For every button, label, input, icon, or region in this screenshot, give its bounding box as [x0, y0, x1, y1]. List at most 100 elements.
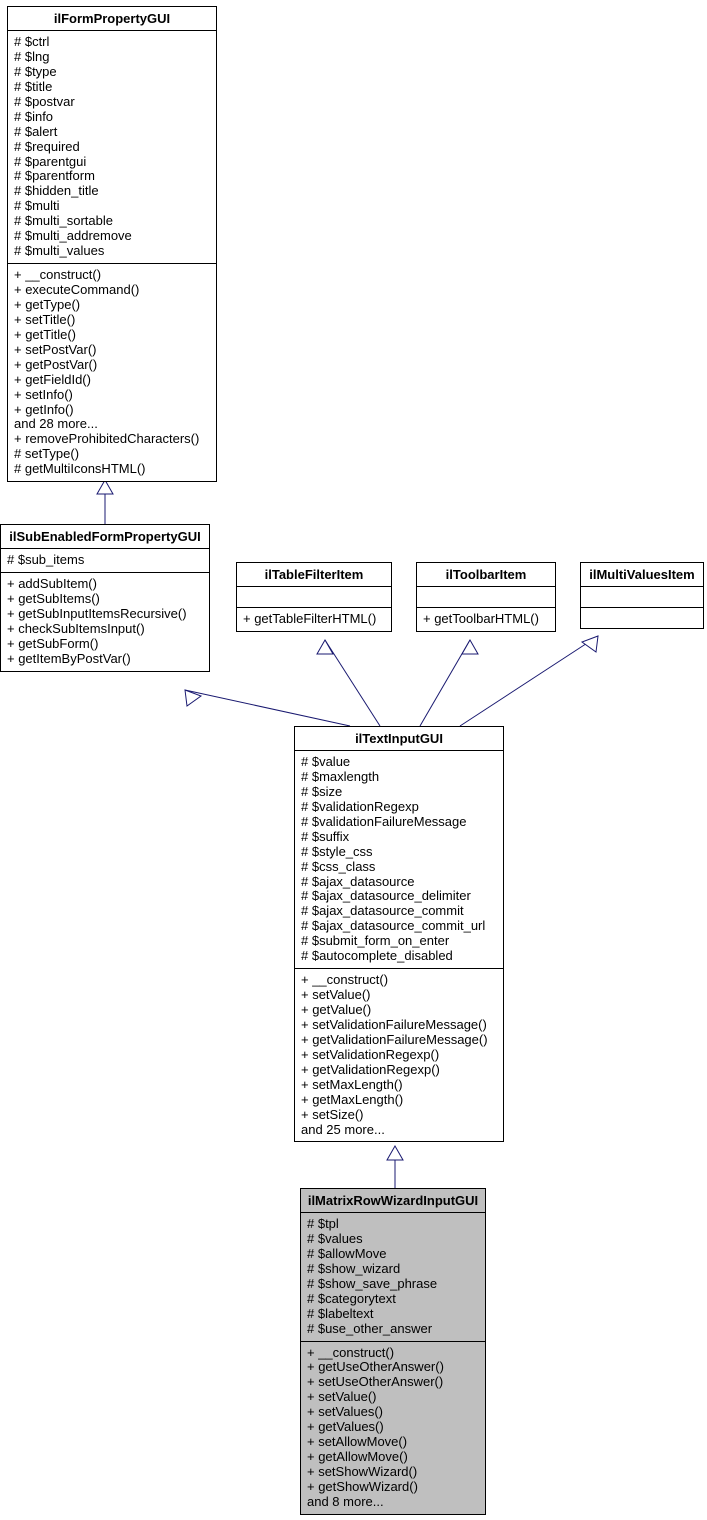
uml-member: # $parentform — [14, 169, 210, 184]
uml-member: # $multi_values — [14, 244, 210, 259]
uml-member: + setValues() — [307, 1405, 479, 1420]
uml-member: # $ajax_datasource — [301, 875, 497, 890]
uml-member: and 8 more... — [307, 1495, 479, 1510]
uml-member: # $ctrl — [14, 35, 210, 50]
uml-member: + setValidationRegexp() — [301, 1048, 497, 1063]
uml-member: + getShowWizard() — [307, 1480, 479, 1495]
uml-member: + getFieldId() — [14, 373, 210, 388]
uml-member: + setShowWizard() — [307, 1465, 479, 1480]
uml-member: # $title — [14, 80, 210, 95]
uml-class-title: ilMatrixRowWizardInputGUI — [301, 1189, 485, 1213]
inheritance-edge — [460, 636, 598, 726]
uml-member: + executeCommand() — [14, 283, 210, 298]
uml-member: + getSubForm() — [7, 637, 203, 652]
uml-member: + __construct() — [14, 268, 210, 283]
uml-class-ilMultiValuesItem: ilMultiValuesItem — [580, 562, 704, 629]
uml-member: # $categorytext — [307, 1292, 479, 1307]
inheritance-edge — [185, 690, 350, 726]
uml-member: + getUseOtherAnswer() — [307, 1360, 479, 1375]
uml-member: # $ajax_datasource_commit — [301, 904, 497, 919]
uml-member: # $multi_sortable — [14, 214, 210, 229]
uml-class-ilToolbarItem: ilToolbarItem+ getToolbarHTML() — [416, 562, 556, 632]
uml-member: + getInfo() — [14, 403, 210, 418]
uml-member: # $show_wizard — [307, 1262, 479, 1277]
uml-member: # $show_save_phrase — [307, 1277, 479, 1292]
uml-class-title: ilTextInputGUI — [295, 727, 503, 751]
uml-member: + setValue() — [307, 1390, 479, 1405]
uml-member: # $labeltext — [307, 1307, 479, 1322]
uml-member: # $lng — [14, 50, 210, 65]
uml-member: + setUseOtherAnswer() — [307, 1375, 479, 1390]
uml-member: # $sub_items — [7, 553, 203, 568]
inheritance-edge — [325, 640, 380, 726]
uml-member: + getMaxLength() — [301, 1093, 497, 1108]
uml-member: # $multi — [14, 199, 210, 214]
uml-member: + setMaxLength() — [301, 1078, 497, 1093]
uml-member: # $ajax_datasource_delimiter — [301, 889, 497, 904]
uml-member: # $info — [14, 110, 210, 125]
uml-member: + setSize() — [301, 1108, 497, 1123]
uml-member: + getTableFilterHTML() — [243, 612, 385, 627]
uml-member: # $value — [301, 755, 497, 770]
uml-class-title: ilMultiValuesItem — [581, 563, 703, 587]
uml-class-title: ilSubEnabledFormPropertyGUI — [1, 525, 209, 549]
uml-member: # $parentgui — [14, 155, 210, 170]
uml-member: # $alert — [14, 125, 210, 140]
uml-member: + getSubItems() — [7, 592, 203, 607]
uml-class-title: ilFormPropertyGUI — [8, 7, 216, 31]
uml-class-ilFormPropertyGUI: ilFormPropertyGUI# $ctrl# $lng# $type# $… — [7, 6, 217, 482]
uml-member: + getPostVar() — [14, 358, 210, 373]
uml-member: + getValue() — [301, 1003, 497, 1018]
uml-member: # $ajax_datasource_commit_url — [301, 919, 497, 934]
uml-member: # $maxlength — [301, 770, 497, 785]
uml-member: # $css_class — [301, 860, 497, 875]
uml-member: + setTitle() — [14, 313, 210, 328]
uml-class-title: ilTableFilterItem — [237, 563, 391, 587]
uml-member: and 28 more... — [14, 417, 210, 432]
uml-member: # $size — [301, 785, 497, 800]
uml-member: # $validationFailureMessage — [301, 815, 497, 830]
uml-member: + setPostVar() — [14, 343, 210, 358]
uml-diagram: ilFormPropertyGUI# $ctrl# $lng# $type# $… — [0, 0, 707, 1520]
uml-class-ilTextInputGUI: ilTextInputGUI # $value# $maxlength# $siz… — [294, 726, 504, 1142]
uml-member: # $hidden_title — [14, 184, 210, 199]
uml-member: + checkSubItemsInput() — [7, 622, 203, 637]
uml-member: + getType() — [14, 298, 210, 313]
uml-member: + getValues() — [307, 1420, 479, 1435]
uml-class-ilMatrixRowWizardInputGUI: ilMatrixRowWizardInputGUI # $tpl# $values… — [300, 1188, 486, 1515]
uml-member: + getValidationRegexp() — [301, 1063, 497, 1078]
uml-member: # setType() — [14, 447, 210, 462]
uml-member: + addSubItem() — [7, 577, 203, 592]
uml-member: + __construct() — [301, 973, 497, 988]
uml-member: # $validationRegexp — [301, 800, 497, 815]
inheritance-edge — [420, 640, 470, 726]
uml-member: # $required — [14, 140, 210, 155]
uml-member: + __construct() — [307, 1346, 479, 1361]
uml-member: # $type — [14, 65, 210, 80]
uml-member: # $postvar — [14, 95, 210, 110]
uml-member: + setValidationFailureMessage() — [301, 1018, 497, 1033]
uml-member: # $style_css — [301, 845, 497, 860]
uml-member: + getToolbarHTML() — [423, 612, 549, 627]
uml-member: # $submit_form_on_enter — [301, 934, 497, 949]
uml-member: + getTitle() — [14, 328, 210, 343]
uml-member: + getValidationFailureMessage() — [301, 1033, 497, 1048]
uml-member: # $values — [307, 1232, 479, 1247]
uml-member: and 25 more... — [301, 1123, 497, 1138]
uml-member: # $use_other_answer — [307, 1322, 479, 1337]
uml-member: + setValue() — [301, 988, 497, 1003]
uml-member: # $allowMove — [307, 1247, 479, 1262]
uml-class-ilTableFilterItem: ilTableFilterItem + getTableFilterHTML() — [236, 562, 392, 632]
uml-member: + removeProhibitedCharacters() — [14, 432, 210, 447]
uml-member: + setAllowMove() — [307, 1435, 479, 1450]
uml-member: + getAllowMove() — [307, 1450, 479, 1465]
uml-member: # $suffix — [301, 830, 497, 845]
uml-member: # $tpl — [307, 1217, 479, 1232]
uml-member: + setInfo() — [14, 388, 210, 403]
uml-member: # $autocomplete_disabled — [301, 949, 497, 964]
uml-member: # getMultiIconsHTML() — [14, 462, 210, 477]
uml-class-ilSubEnabledFormPropertyGUI: ilSubEnabledFormPropertyGUI # $sub_items +… — [0, 524, 210, 672]
uml-member: # $multi_addremove — [14, 229, 210, 244]
uml-member: + getItemByPostVar() — [7, 652, 203, 667]
uml-member: + getSubInputItemsRecursive() — [7, 607, 203, 622]
